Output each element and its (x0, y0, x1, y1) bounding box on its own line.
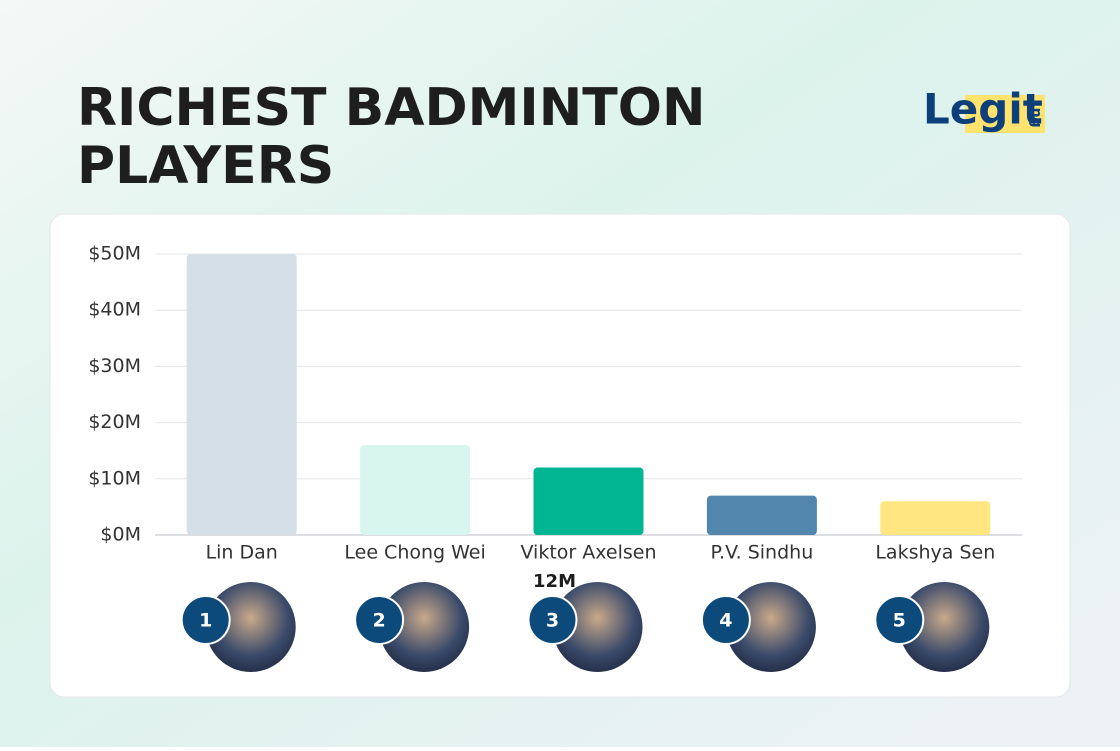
bar (706, 495, 817, 535)
rank-badge (527, 595, 578, 645)
rank-badge (874, 595, 925, 645)
logo: Legit (923, 85, 1043, 134)
rank-number: 2 (372, 610, 385, 632)
chart-card (49, 213, 1071, 698)
y-tick-label: $40M (88, 299, 141, 321)
x-tick-label: Lakshya Sen (875, 542, 995, 564)
bar (533, 467, 644, 535)
y-tick-label: $30M (88, 355, 141, 377)
bar (186, 254, 297, 535)
value-label: 12M (533, 571, 576, 592)
rank-badge (180, 595, 231, 645)
y-tick-label: $10M (88, 467, 141, 489)
player-photo (725, 582, 816, 672)
bar (880, 501, 991, 535)
bar (360, 445, 471, 535)
x-tick-label: P.V. Sindhu (711, 542, 814, 564)
y-tick-label: $50M (88, 243, 141, 265)
rank-number: 3 (546, 610, 559, 632)
y-tick-label: $0M (100, 524, 141, 546)
chart-title: PLAYERS (77, 136, 334, 196)
rank-badge (354, 595, 405, 645)
rank-number: 1 (199, 610, 212, 632)
rank-number: 4 (719, 610, 732, 632)
player-photo (379, 582, 470, 672)
player-photo (552, 582, 643, 672)
logo-highlight (965, 95, 1045, 133)
x-tick-label: Lin Dan (206, 542, 278, 564)
rank-number: 5 (893, 610, 906, 632)
rank-badge (700, 595, 751, 645)
logo-suffix: .ng (1028, 102, 1044, 127)
player-photo (205, 582, 296, 672)
x-tick-label: Viktor Axelsen (520, 542, 656, 564)
player-photo (899, 582, 990, 672)
x-tick-label: Lee Chong Wei (344, 542, 485, 564)
y-tick-label: $20M (88, 411, 141, 433)
chart-title: RICHEST BADMINTON (77, 78, 705, 138)
